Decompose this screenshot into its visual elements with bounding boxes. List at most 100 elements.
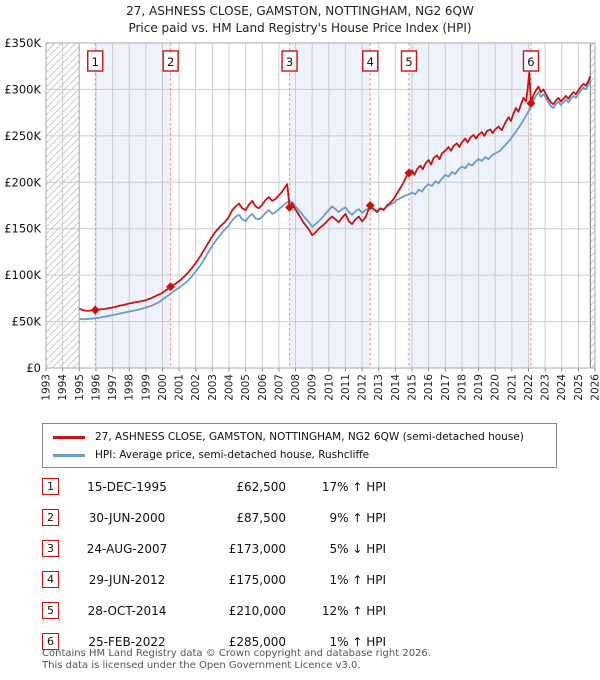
svg-text:2007: 2007 (273, 374, 285, 401)
svg-text:2020: 2020 (490, 374, 502, 401)
svg-text:2022: 2022 (523, 374, 535, 401)
sale-date: 24-AUG-2007 (86, 541, 168, 556)
sale-number-badge: 3 (42, 540, 59, 557)
legend-line-swatch (53, 453, 85, 457)
table-row: 6 25-FEB-2022 £285,000 1% ↑ HPI (42, 626, 386, 657)
legend-line-swatch (53, 435, 85, 439)
sale-price: £210,000 (228, 603, 286, 618)
svg-text:3: 3 (286, 55, 293, 69)
svg-text:2019: 2019 (473, 374, 485, 401)
table-row: 5 28-OCT-2014 £210,000 12% ↑ HPI (42, 595, 386, 626)
page-title: 27, ASHNESS CLOSE, GAMSTON, NOTTINGHAM, … (0, 3, 600, 37)
series-price_paid-line (78, 71, 592, 312)
svg-text:6: 6 (527, 55, 534, 69)
sale-hpi-delta: 1% ↑ HPI (329, 634, 386, 649)
sales-table: 1 15-DEC-1995 £62,500 17% ↑ HPI 2 30-JUN-2000… (42, 471, 386, 657)
svg-text:1996: 1996 (90, 374, 102, 401)
svg-text:2: 2 (167, 55, 174, 69)
svg-text:£100K: £100K (4, 268, 41, 282)
svg-text:1998: 1998 (124, 374, 136, 401)
chart-legend: 27, ASHNESS CLOSE, GAMSTON, NOTTINGHAM, … (42, 423, 557, 468)
sale-hpi-delta: 5% ↓ HPI (329, 541, 386, 556)
svg-text:£250K: £250K (4, 129, 41, 143)
svg-text:1995: 1995 (74, 374, 86, 401)
svg-text:£300K: £300K (4, 82, 41, 96)
sale-price: £87,500 (236, 510, 286, 525)
plot-border (45, 42, 596, 369)
svg-text:1994: 1994 (57, 374, 69, 401)
svg-text:2026: 2026 (590, 374, 600, 401)
svg-text:2002: 2002 (190, 374, 202, 401)
legend-item: 27, ASHNESS CLOSE, GAMSTON, NOTTINGHAM, … (49, 428, 556, 446)
svg-text:£50K: £50K (12, 315, 42, 329)
svg-text:2016: 2016 (423, 374, 435, 401)
svg-text:5: 5 (405, 55, 412, 69)
legend-label: HPI: Average price, semi-detached house,… (95, 449, 370, 461)
footer-line1: Contains HM Land Registry data © Crown c… (42, 648, 431, 659)
sale-hpi-delta: 1% ↑ HPI (329, 572, 386, 587)
sale-number-badge: 1 (42, 478, 59, 495)
svg-text:2015: 2015 (407, 374, 419, 401)
x-grid-and-labels: 1993 1994 1995 1996 1997 1998 1999 2000 2001 2002… (41, 43, 600, 401)
svg-text:2023: 2023 (540, 374, 552, 401)
svg-text:2009: 2009 (307, 374, 319, 401)
sale-hpi-delta: 12% ↑ HPI (321, 603, 386, 618)
svg-text:2012: 2012 (357, 374, 369, 401)
svg-text:2011: 2011 (340, 374, 352, 401)
ownership-bands (95, 43, 531, 368)
svg-text:2004: 2004 (224, 374, 236, 401)
sale-number-boxes: 1 2 3 4 5 6 (87, 50, 540, 72)
svg-text:2006: 2006 (257, 374, 269, 401)
svg-text:1997: 1997 (107, 374, 119, 401)
svg-text:2005: 2005 (240, 374, 252, 401)
sale-date: 15-DEC-1995 (87, 479, 167, 494)
title-line2: Price paid vs. HM Land Registry's House … (128, 21, 472, 35)
svg-text:2021: 2021 (506, 374, 518, 401)
svg-text:£200K: £200K (4, 175, 41, 189)
svg-text:£350K: £350K (4, 36, 41, 50)
sale-number-badge: 5 (42, 602, 59, 619)
sale-date: 29-JUN-2012 (88, 572, 166, 587)
sale-hpi-delta: 9% ↑ HPI (329, 510, 386, 525)
price-history-chart: 1993 1994 1995 1996 1997 1998 1999 2000 2001 2002… (4, 36, 600, 401)
sale-price: £173,000 (228, 541, 286, 556)
svg-text:£0: £0 (26, 361, 41, 375)
legend-label: 27, ASHNESS CLOSE, GAMSTON, NOTTINGHAM, … (95, 431, 524, 443)
sale-markers (90, 98, 536, 315)
table-row: 1 15-DEC-1995 £62,500 17% ↑ HPI (42, 471, 386, 502)
sale-hpi-delta: 17% ↑ HPI (321, 479, 386, 494)
sale-number-badge: 4 (42, 571, 59, 588)
sale-price: £285,000 (228, 634, 286, 649)
footer: Contains HM Land Registry data © Crown c… (42, 648, 431, 671)
svg-text:2000: 2000 (157, 374, 169, 401)
sale-number-badge: 2 (42, 509, 59, 526)
svg-text:2024: 2024 (556, 374, 568, 401)
svg-text:2014: 2014 (390, 374, 402, 401)
svg-text:1993: 1993 (41, 374, 53, 401)
svg-text:2008: 2008 (290, 374, 302, 401)
legend-item: HPI: Average price, semi-detached house,… (49, 446, 556, 464)
svg-text:2003: 2003 (207, 374, 219, 401)
svg-text:2017: 2017 (440, 374, 452, 401)
svg-text:2013: 2013 (373, 374, 385, 401)
title-line1: 27, ASHNESS CLOSE, GAMSTON, NOTTINGHAM, … (126, 4, 474, 18)
svg-text:£150K: £150K (4, 222, 41, 236)
sale-price: £175,000 (228, 572, 286, 587)
sale-date: 28-OCT-2014 (87, 603, 167, 618)
svg-text:2018: 2018 (456, 374, 468, 401)
table-row: 3 24-AUG-2007 £173,000 5% ↓ HPI (42, 533, 386, 564)
table-row: 2 30-JUN-2000 £87,500 9% ↑ HPI (42, 502, 386, 533)
svg-text:2001: 2001 (174, 374, 186, 401)
sale-date: 25-FEB-2022 (88, 634, 166, 649)
svg-text:2010: 2010 (323, 374, 335, 401)
sale-price: £62,500 (236, 479, 286, 494)
sale-date: 30-JUN-2000 (88, 510, 166, 525)
svg-text:1999: 1999 (140, 374, 152, 401)
table-row: 4 29-JUN-2012 £175,000 1% ↑ HPI (42, 564, 386, 595)
svg-text:1: 1 (92, 55, 99, 69)
svg-text:4: 4 (367, 55, 374, 69)
footer-line2: This data is licensed under the Open Gov… (42, 659, 361, 671)
svg-text:2025: 2025 (573, 374, 585, 401)
sale-number-badge: 6 (42, 633, 59, 650)
